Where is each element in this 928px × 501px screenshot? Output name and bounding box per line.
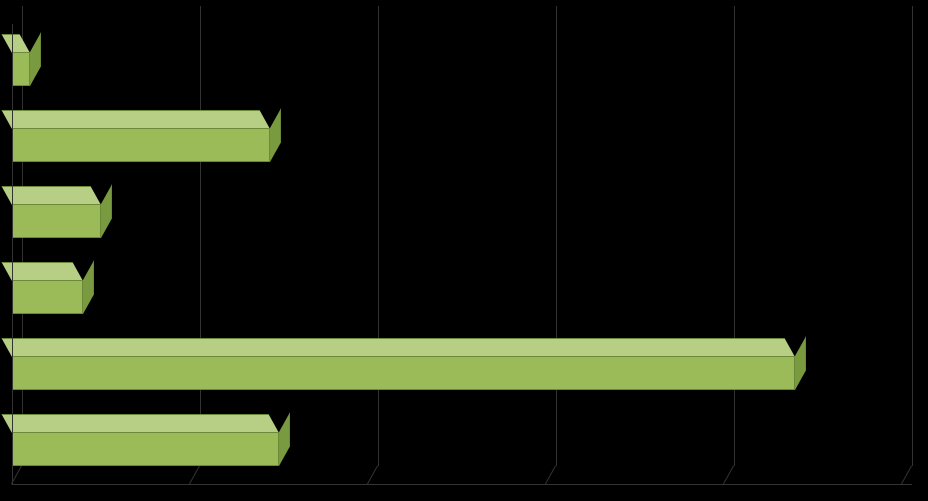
bar-front-face <box>12 356 795 390</box>
bar <box>12 52 30 86</box>
gridline <box>200 6 201 466</box>
bar-front-face <box>12 52 30 86</box>
bar <box>12 356 795 390</box>
bar-front-face <box>12 204 101 238</box>
bar-top-face <box>1 414 279 433</box>
bar <box>12 204 101 238</box>
chart-floor <box>12 466 912 484</box>
bar-top-face <box>1 262 83 281</box>
plot-area <box>22 6 912 466</box>
bar <box>12 128 270 162</box>
bar <box>12 432 279 466</box>
bar <box>12 280 83 314</box>
bar-front-face <box>12 280 83 314</box>
y-axis-line <box>12 24 13 484</box>
bar-top-face <box>1 186 101 205</box>
bar-chart-3d <box>0 0 928 501</box>
bar-front-face <box>12 128 270 162</box>
gridline <box>734 6 735 466</box>
gridline <box>556 6 557 466</box>
gridline <box>912 6 913 466</box>
bar-top-face <box>1 110 270 129</box>
floor-front-edge <box>12 484 912 485</box>
bar-top-face <box>1 338 795 357</box>
gridline <box>378 6 379 466</box>
bar-front-face <box>12 432 279 466</box>
